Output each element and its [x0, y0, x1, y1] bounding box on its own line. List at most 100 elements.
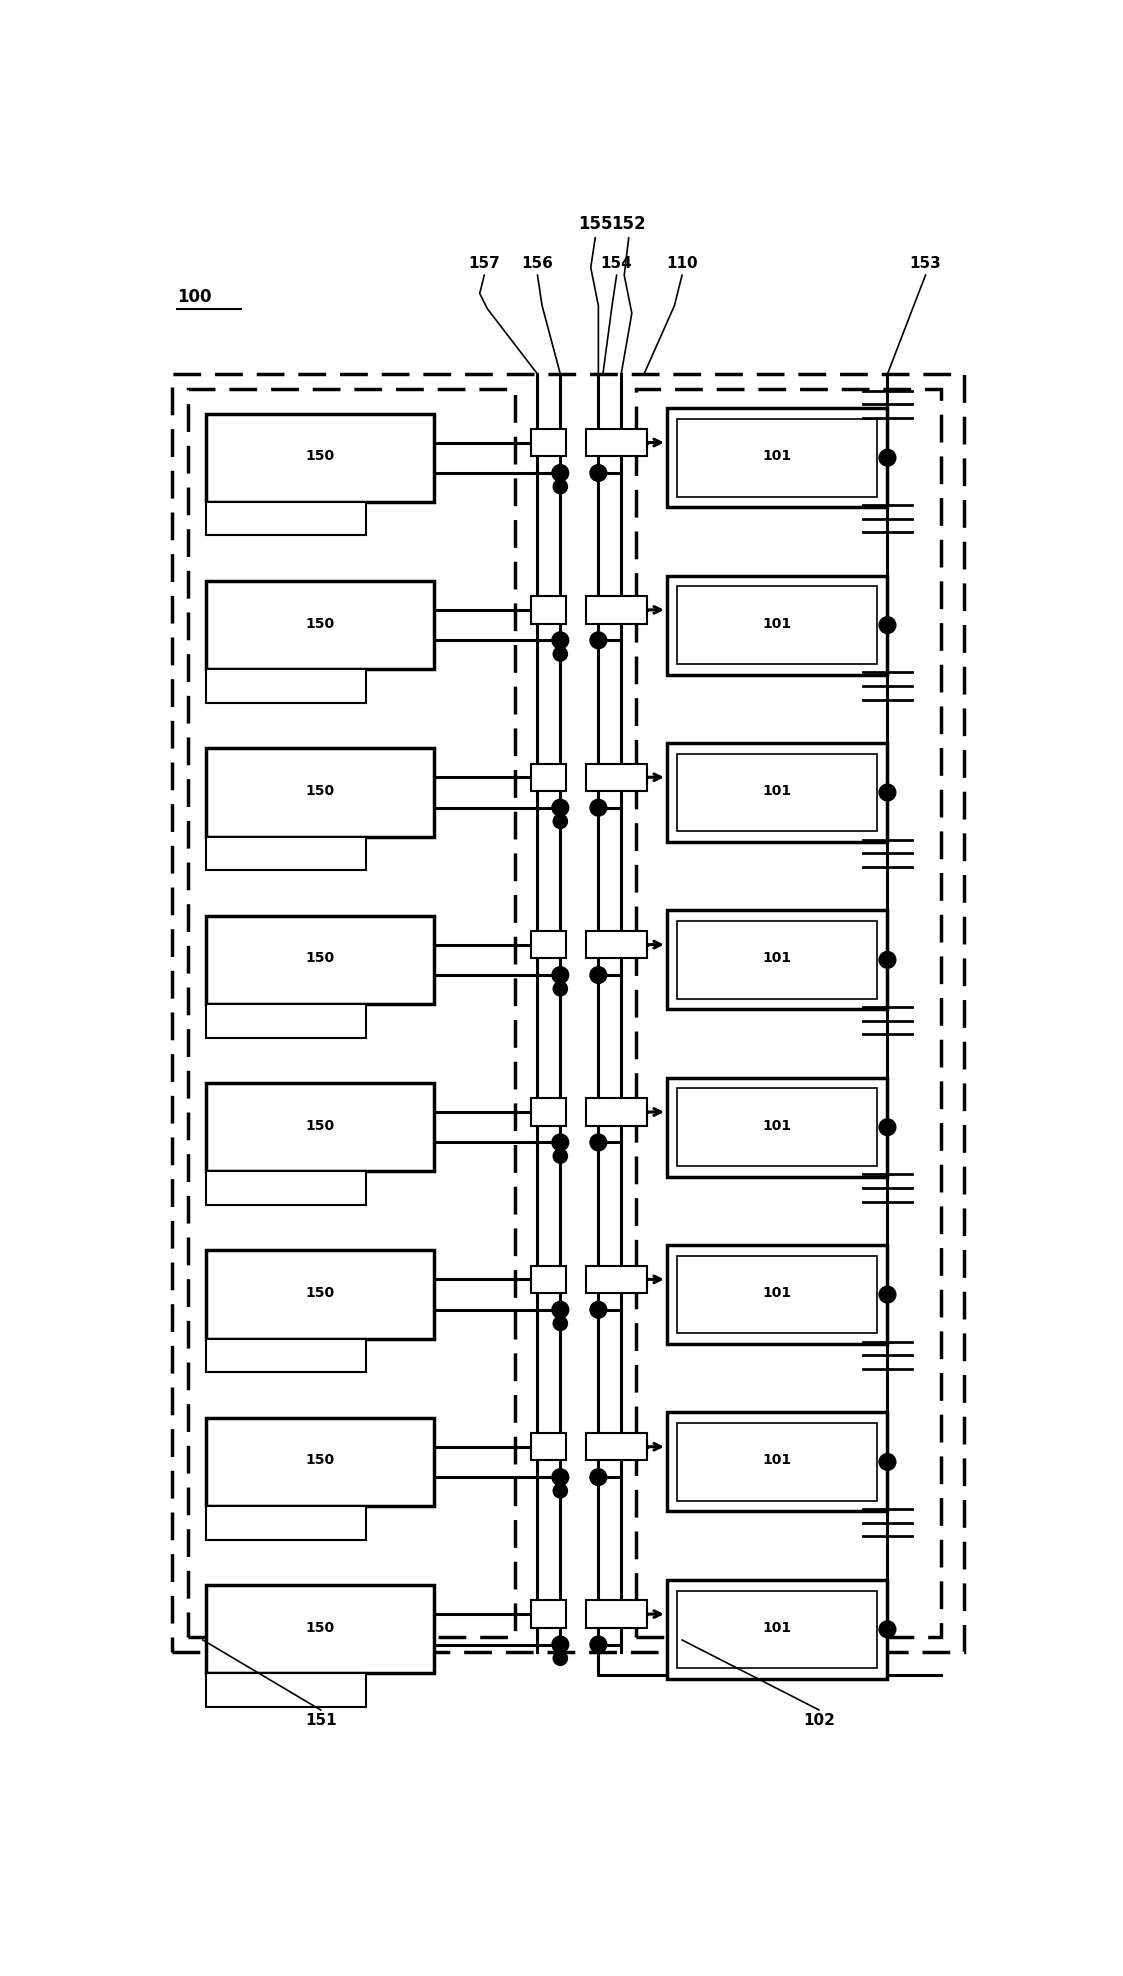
Text: 101: 101	[763, 617, 792, 630]
Text: 150: 150	[305, 617, 335, 630]
Bar	[586, 763, 647, 790]
Circle shape	[551, 800, 568, 816]
Bar	[667, 1245, 887, 1344]
Bar	[206, 1419, 433, 1506]
Text: 101: 101	[763, 1454, 792, 1468]
Circle shape	[554, 480, 567, 494]
Circle shape	[590, 1134, 606, 1150]
Circle shape	[590, 1636, 606, 1652]
Circle shape	[551, 464, 568, 482]
Circle shape	[590, 632, 606, 648]
Text: 101: 101	[763, 1286, 792, 1300]
Circle shape	[879, 952, 896, 968]
Text: 150: 150	[305, 449, 335, 462]
Bar	[206, 1083, 433, 1172]
Bar	[531, 1601, 566, 1628]
Text: 150: 150	[305, 784, 335, 798]
Bar	[667, 1581, 887, 1680]
Bar	[206, 749, 433, 836]
Text: 155: 155	[578, 215, 612, 233]
Text: 154: 154	[601, 255, 632, 271]
Circle shape	[551, 1468, 568, 1486]
Bar	[667, 1413, 887, 1512]
Bar	[667, 1077, 887, 1176]
Text: 101: 101	[763, 784, 792, 798]
Circle shape	[554, 1316, 567, 1330]
Bar	[206, 1506, 366, 1539]
Circle shape	[879, 617, 896, 634]
Bar	[667, 743, 887, 842]
Text: 156: 156	[521, 255, 554, 271]
Bar	[531, 1099, 566, 1126]
Circle shape	[879, 449, 896, 466]
Bar	[531, 597, 566, 624]
Text: 110: 110	[666, 255, 697, 271]
Circle shape	[551, 1636, 568, 1652]
Circle shape	[551, 1302, 568, 1318]
Bar	[586, 931, 647, 958]
Bar	[206, 1585, 433, 1674]
Bar	[667, 911, 887, 1010]
Circle shape	[551, 966, 568, 984]
Text: 150: 150	[305, 1118, 335, 1132]
Circle shape	[554, 982, 567, 996]
Circle shape	[551, 1134, 568, 1150]
Text: 152: 152	[612, 215, 646, 233]
Bar	[531, 1433, 566, 1460]
Bar	[531, 1267, 566, 1292]
Bar	[206, 1172, 366, 1205]
Circle shape	[590, 1302, 606, 1318]
Bar	[586, 1601, 647, 1628]
Bar	[677, 1423, 877, 1500]
Circle shape	[879, 1118, 896, 1136]
Circle shape	[590, 464, 606, 482]
Circle shape	[554, 646, 567, 662]
Circle shape	[879, 1454, 896, 1470]
Circle shape	[590, 1468, 606, 1486]
Bar	[172, 373, 964, 1652]
Bar	[531, 429, 566, 456]
Bar	[206, 581, 433, 670]
Text: 150: 150	[305, 950, 335, 966]
Circle shape	[551, 632, 568, 648]
Text: 157: 157	[468, 255, 500, 271]
Bar	[206, 413, 433, 502]
Text: 101: 101	[763, 1620, 792, 1634]
Bar	[677, 921, 877, 998]
Bar	[667, 575, 887, 674]
Bar	[637, 389, 941, 1636]
Circle shape	[590, 800, 606, 816]
Bar	[206, 836, 366, 869]
Bar	[586, 597, 647, 624]
Bar	[677, 1257, 877, 1334]
Bar	[667, 409, 887, 508]
Bar	[188, 389, 514, 1636]
Bar	[586, 1267, 647, 1292]
Bar	[206, 1004, 366, 1037]
Text: 101: 101	[763, 950, 792, 966]
Text: 101: 101	[763, 1118, 792, 1132]
Bar	[677, 1591, 877, 1668]
Bar	[586, 1433, 647, 1460]
Bar	[677, 587, 877, 664]
Circle shape	[554, 1652, 567, 1666]
Circle shape	[879, 1620, 896, 1638]
Text: 101: 101	[763, 449, 792, 462]
Bar	[206, 915, 433, 1004]
Bar	[206, 1674, 366, 1707]
Text: 100: 100	[177, 288, 211, 306]
Circle shape	[590, 966, 606, 984]
Circle shape	[554, 814, 567, 828]
Bar	[206, 1251, 433, 1338]
Circle shape	[554, 1148, 567, 1164]
Bar	[206, 502, 366, 535]
Bar	[677, 419, 877, 496]
Bar	[677, 753, 877, 832]
Bar	[586, 1099, 647, 1126]
Text: 102: 102	[803, 1713, 834, 1727]
Bar	[586, 429, 647, 456]
Circle shape	[554, 1484, 567, 1498]
Circle shape	[879, 1286, 896, 1302]
Text: 150: 150	[305, 1454, 335, 1468]
Bar	[206, 670, 366, 703]
